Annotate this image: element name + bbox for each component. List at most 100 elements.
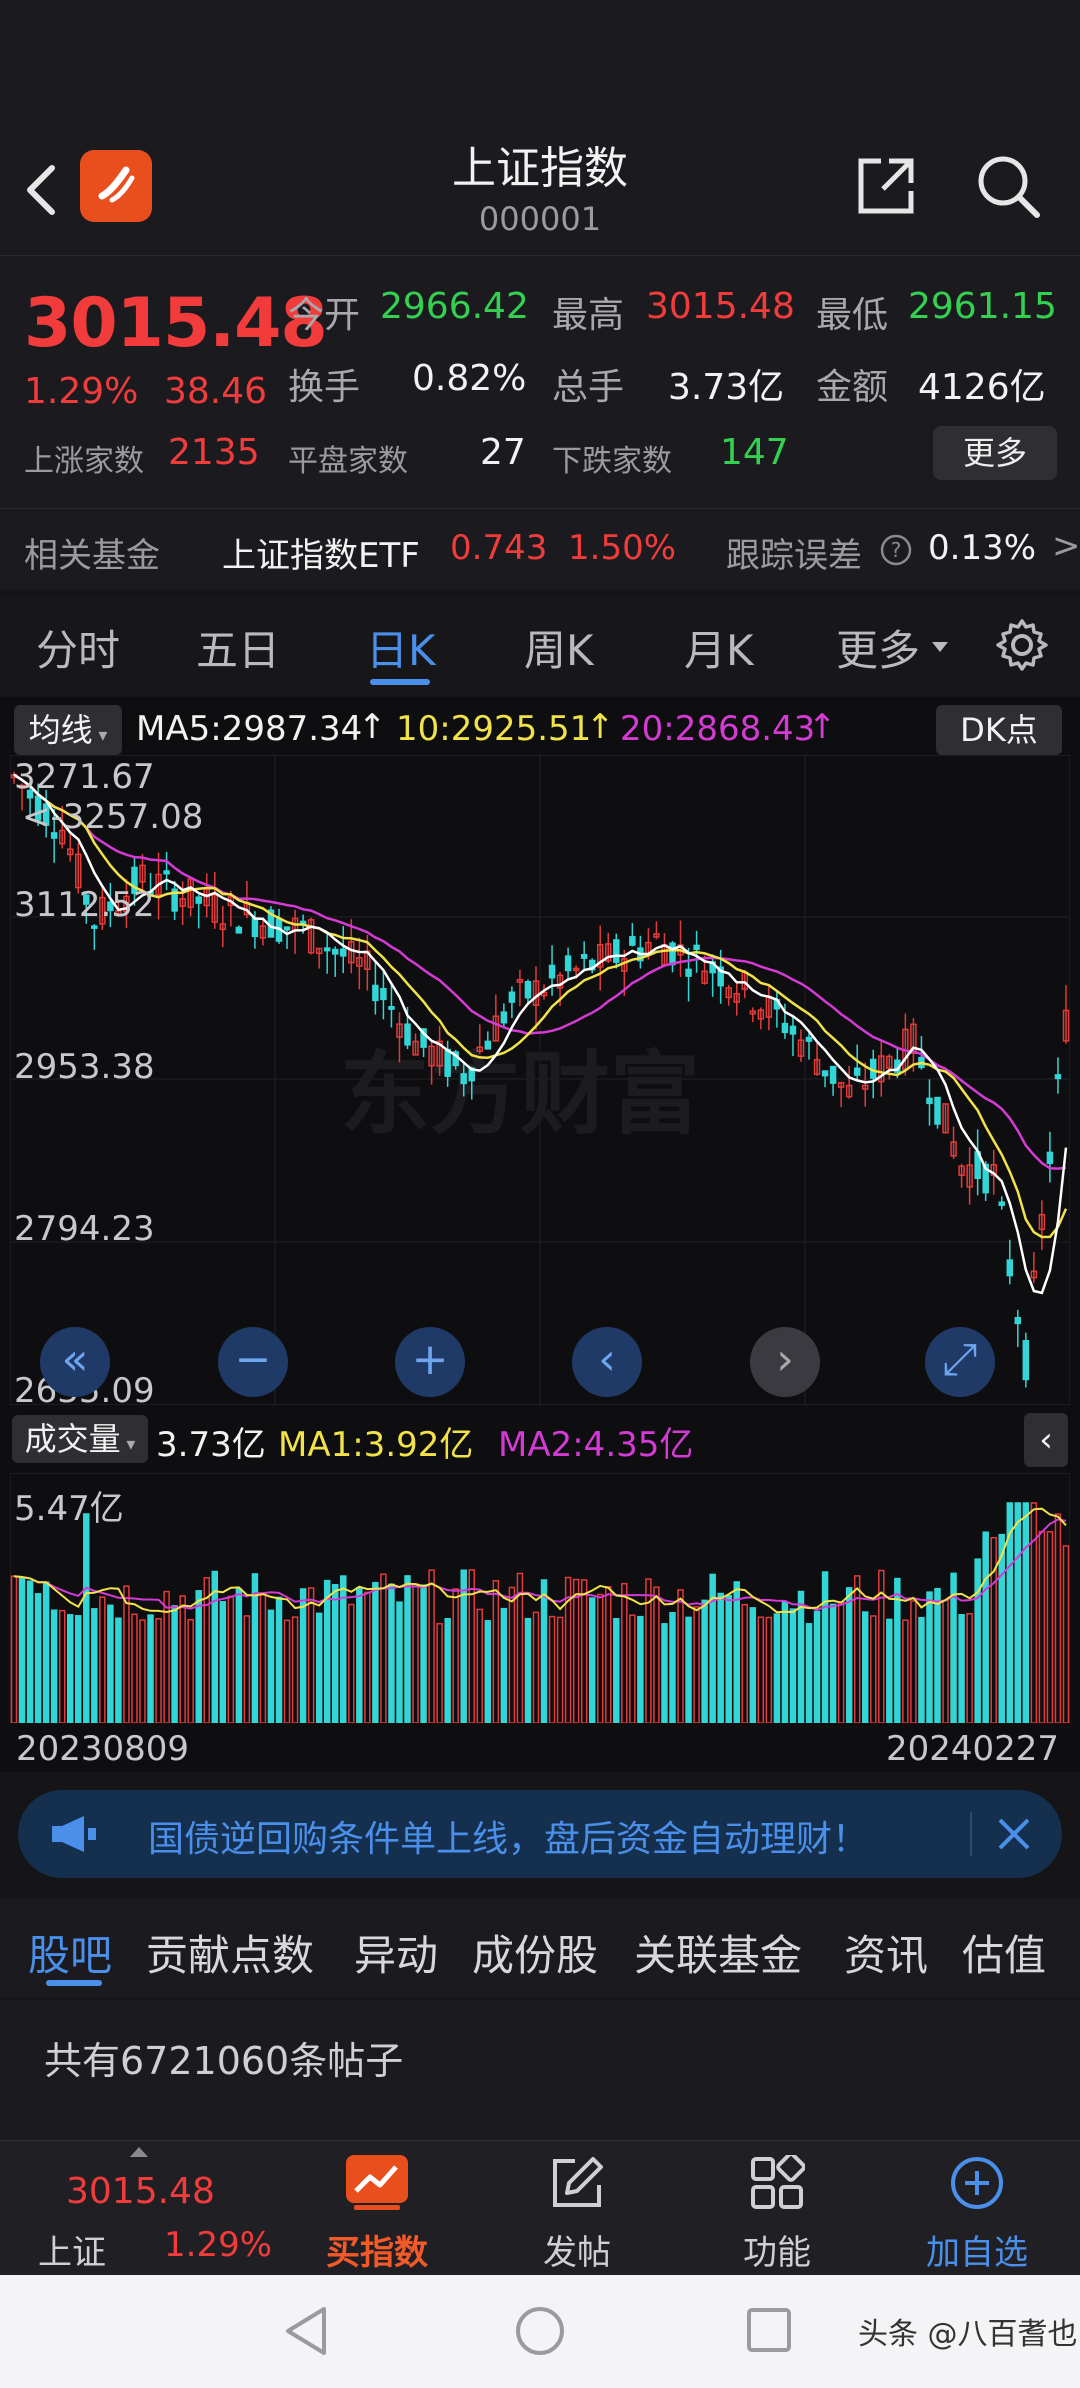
volume-bar xyxy=(934,1587,941,1723)
volume-bar xyxy=(564,1576,572,1723)
volume-bar xyxy=(1054,1513,1062,1723)
tab-monthly-k[interactable]: 月K xyxy=(684,626,754,675)
fund-name[interactable]: 上证指数ETF xyxy=(222,536,420,576)
tab-valuation[interactable]: 估值 xyxy=(962,1931,1047,1980)
volume-bar xyxy=(805,1623,813,1723)
ma20-line xyxy=(13,773,1067,1170)
more-button[interactable]: 更多 xyxy=(933,426,1057,480)
back-arrow-icon[interactable] xyxy=(20,160,64,220)
candle-body xyxy=(219,923,227,931)
system-home-icon[interactable] xyxy=(514,2305,566,2357)
volume-bar xyxy=(556,1616,564,1723)
volume-bar xyxy=(388,1583,395,1723)
flat-count: 27 xyxy=(480,432,526,473)
candle-body xyxy=(348,941,355,964)
trend-chart-icon xyxy=(346,2155,408,2210)
collapse-panel-button[interactable]: ‹ xyxy=(1024,1413,1068,1467)
y-label-3: 2953.38 xyxy=(14,1047,155,1087)
step-back-button[interactable]: ‹ xyxy=(572,1327,642,1397)
candle-body xyxy=(789,1025,797,1035)
candle-body xyxy=(163,870,170,875)
candle-body xyxy=(155,873,162,896)
zoom-in-button[interactable]: + xyxy=(395,1327,465,1397)
tab-constituents[interactable]: 成份股 xyxy=(472,1931,599,1980)
tab-news[interactable]: 资讯 xyxy=(844,1931,929,1980)
volume-bar xyxy=(653,1586,660,1723)
candle-body xyxy=(1022,1340,1030,1381)
candle-body xyxy=(195,896,202,904)
nav-buy-index[interactable]: 买指数 xyxy=(277,2141,477,2276)
volume-bar xyxy=(99,1596,106,1723)
tab-intraday[interactable]: 分时 xyxy=(36,626,121,675)
volume-selector[interactable]: 成交量 ▾ xyxy=(12,1415,148,1463)
volume-bar xyxy=(107,1604,114,1723)
system-recent-icon[interactable] xyxy=(746,2307,792,2353)
add-circle-icon xyxy=(951,2157,1003,2209)
volume-bar xyxy=(773,1613,781,1723)
ma-selector[interactable]: 均线 ▾ xyxy=(14,705,122,755)
dk-point-button[interactable]: DK点 xyxy=(936,705,1062,755)
tab-movement[interactable]: 异动 xyxy=(354,1931,439,1980)
candle-body xyxy=(99,896,106,925)
candle-body xyxy=(548,964,556,979)
settings-gear-icon[interactable] xyxy=(994,617,1050,673)
candle-body xyxy=(388,1006,395,1010)
tab-contribution[interactable]: 贡献点数 xyxy=(146,1931,315,1980)
candle-body xyxy=(171,888,178,912)
start-date: 20230809 xyxy=(16,1729,190,1769)
candle-body xyxy=(58,829,66,845)
nav-functions[interactable]: 功能 xyxy=(677,2141,877,2276)
candlestick-chart[interactable]: 东方财富 xyxy=(10,755,1070,1405)
volume-bar xyxy=(203,1577,210,1723)
volume-bar xyxy=(685,1616,692,1723)
nav-index-quote[interactable]: 3015.48 上证 1.29% xyxy=(0,2141,272,2276)
nav-functions-label: 功能 xyxy=(743,2233,811,2273)
tab-related-funds[interactable]: 关联基金 xyxy=(634,1931,803,1980)
candle-body xyxy=(211,894,219,923)
volume-bar xyxy=(789,1608,797,1723)
volume-bar xyxy=(484,1620,492,1723)
promo-banner[interactable]: 国债逆回购条件单上线，盘后资金自动理财！ xyxy=(18,1790,1062,1878)
up-count-label: 上涨家数 xyxy=(24,444,144,479)
tab-more[interactable]: 更多 xyxy=(836,626,921,675)
close-icon[interactable] xyxy=(996,1816,1032,1852)
candle-body xyxy=(75,853,82,889)
ma10-line xyxy=(13,773,1068,1239)
tab-five-day[interactable]: 五日 xyxy=(196,626,281,675)
candle-body xyxy=(50,832,58,839)
volume-bar xyxy=(83,1513,90,1723)
volume-bar xyxy=(749,1607,757,1723)
candle-body xyxy=(693,944,700,951)
post-count: 共有6721060条帖子 xyxy=(44,2039,404,2083)
candle-body xyxy=(66,848,74,856)
volume-selector-label: 成交量 xyxy=(24,1420,121,1458)
share-icon[interactable] xyxy=(855,155,917,217)
search-icon[interactable] xyxy=(975,153,1041,219)
fullscreen-button[interactable]: ⤢ xyxy=(925,1327,995,1397)
volume-chart[interactable] xyxy=(10,1473,1070,1723)
nav-add-watchlist[interactable]: 加自选 xyxy=(877,2141,1077,2276)
step-forward-button[interactable]: › xyxy=(750,1327,820,1397)
nav-index-name: 上证 xyxy=(38,2233,106,2273)
volume-bar xyxy=(380,1573,387,1723)
candle-body xyxy=(886,1055,893,1069)
help-icon[interactable]: ? xyxy=(880,534,912,566)
chevron-right-icon[interactable]: > xyxy=(1052,526,1080,566)
zoom-out-button[interactable]: − xyxy=(218,1327,288,1397)
tab-weekly-k[interactable]: 周K xyxy=(524,626,594,675)
candle-body xyxy=(251,917,259,938)
volume-bar xyxy=(428,1569,435,1723)
volume-bar xyxy=(902,1619,909,1723)
tab-daily-k[interactable]: 日K xyxy=(366,626,436,675)
system-back-icon[interactable] xyxy=(284,2305,328,2357)
fast-back-button[interactable]: « xyxy=(40,1327,110,1397)
tab-forum[interactable]: 股吧 xyxy=(28,1931,113,1980)
candle-body xyxy=(797,1039,805,1057)
nav-post[interactable]: 发帖 xyxy=(477,2141,677,2276)
system-nav-bar: 头条 @八百耆也 xyxy=(0,2275,1080,2388)
candle-body xyxy=(508,991,516,1003)
volume-bar xyxy=(958,1614,965,1723)
candle-body xyxy=(910,1023,917,1054)
volume-bar xyxy=(990,1536,997,1723)
volume-bar xyxy=(588,1597,596,1723)
